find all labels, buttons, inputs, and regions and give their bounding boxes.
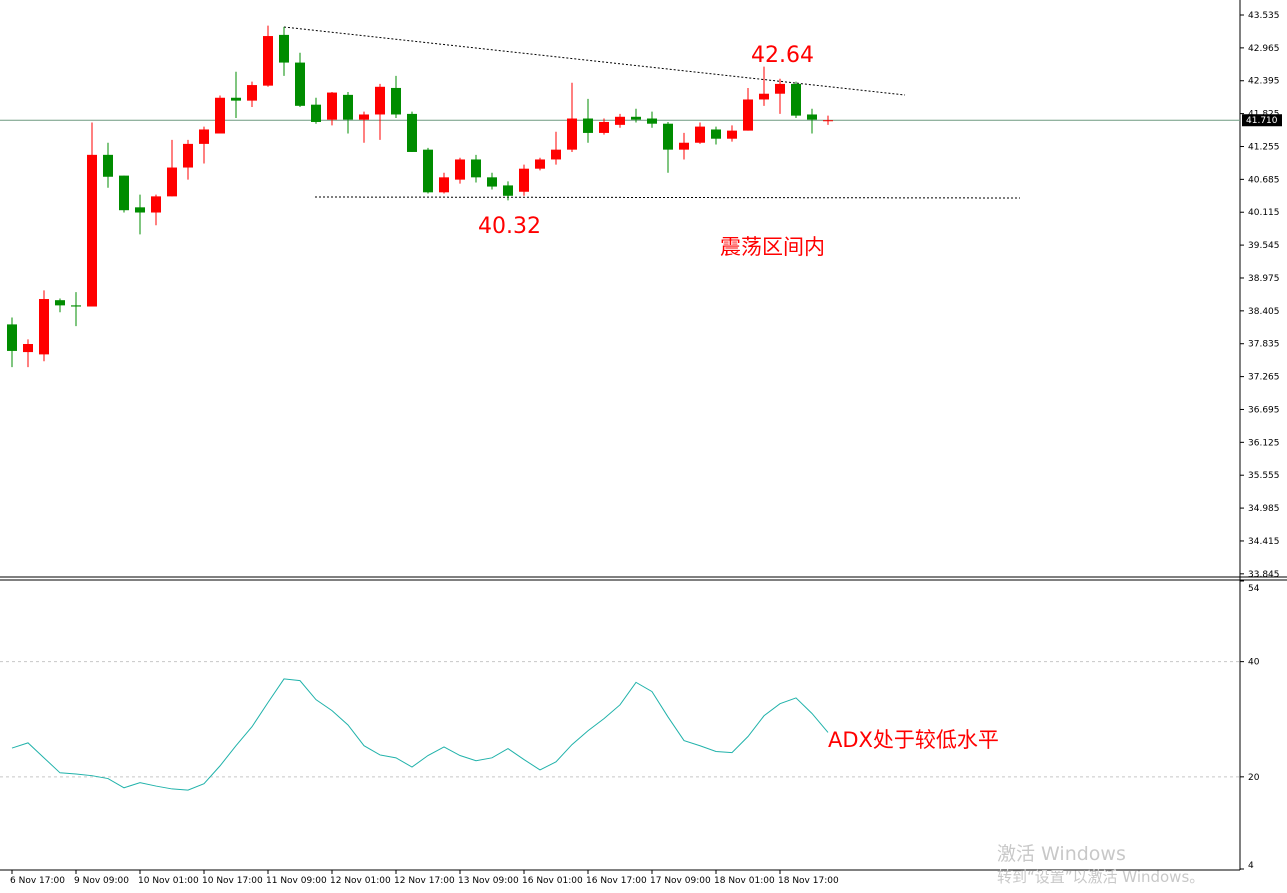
y-tick-label: 34.985 <box>1248 504 1280 514</box>
candle-body <box>23 344 33 353</box>
y-tick-label: 40.685 <box>1248 175 1280 185</box>
y-tick-label: 42.965 <box>1248 44 1280 54</box>
y-tick-label: 42.395 <box>1248 77 1280 87</box>
candle-body <box>135 207 145 213</box>
candle-body <box>263 36 273 86</box>
candle-body <box>71 305 81 307</box>
candle-body <box>471 159 481 178</box>
candle-body <box>663 123 673 150</box>
trend-line <box>283 26 906 96</box>
y-tick-label: 35.555 <box>1248 471 1280 481</box>
y-tick-label: 38.405 <box>1248 307 1280 317</box>
y-tick-label: 36.125 <box>1248 438 1280 448</box>
y-tick-label: 4 <box>1248 861 1254 871</box>
y-tick-label: 36.695 <box>1248 405 1280 415</box>
x-tick-label: 9 Nov 09:00 <box>74 876 129 886</box>
y-tick-label: 40.115 <box>1248 208 1280 218</box>
candle-body <box>7 324 17 351</box>
x-tick-label: 12 Nov 17:00 <box>394 876 455 886</box>
y-tick-label: 41.255 <box>1248 142 1280 152</box>
candle-body <box>775 83 785 94</box>
candle-body <box>423 149 433 193</box>
candle-body <box>391 87 401 115</box>
candle-body <box>455 159 465 180</box>
candle-body <box>647 118 657 124</box>
y-tick-label: 43.535 <box>1248 11 1280 21</box>
candle-body <box>535 159 545 169</box>
adx-annotation: ADX处于较低水平 <box>828 728 999 752</box>
y-tick-label: 37.835 <box>1248 340 1280 350</box>
candle-body <box>487 177 497 187</box>
candle-body <box>343 94 353 120</box>
x-tick-label: 16 Nov 01:00 <box>522 876 583 886</box>
candle-body <box>199 129 209 144</box>
adx-line <box>11 678 829 791</box>
candle-body <box>567 118 577 150</box>
candle-body <box>439 177 449 193</box>
candle-body <box>711 129 721 139</box>
candle-body <box>807 114 817 120</box>
y-tick-label: 34.415 <box>1248 537 1280 547</box>
candle-body <box>87 154 97 307</box>
candle-body <box>327 92 337 120</box>
candle-body <box>551 149 561 160</box>
watermark: 转到“设置”以激活 Windows。 <box>997 868 1204 886</box>
candle-body <box>583 118 593 133</box>
x-tick-label: 11 Nov 09:00 <box>266 876 327 886</box>
x-tick-label: 18 Nov 17:00 <box>778 876 839 886</box>
candle-body <box>375 86 385 115</box>
x-tick-label: 12 Nov 01:00 <box>330 876 391 886</box>
y-tick-label: 37.265 <box>1248 373 1280 383</box>
candle-body <box>119 175 129 211</box>
candle-body <box>151 196 161 213</box>
candle-body <box>727 130 737 139</box>
candle-body <box>359 114 369 120</box>
candle-body <box>679 142 689 150</box>
x-tick-label: 10 Nov 17:00 <box>202 876 263 886</box>
x-tick-label: 6 Nov 17:00 <box>10 876 65 886</box>
last-price-label: 41.710 <box>1246 116 1278 126</box>
y-tick-label: 40 <box>1248 658 1260 668</box>
candle-body <box>823 120 833 122</box>
support-line <box>314 196 1021 199</box>
candle-body <box>39 299 49 355</box>
candle-body <box>631 116 641 120</box>
candle-body <box>615 116 625 125</box>
candle-body <box>295 62 305 106</box>
candle-body <box>55 300 65 306</box>
candle-body <box>759 93 769 100</box>
candle-body <box>183 143 193 168</box>
candle-body <box>103 154 113 177</box>
candle-body <box>167 167 177 197</box>
candle-body <box>503 185 513 196</box>
last-price-box <box>1242 114 1282 127</box>
candle-body <box>695 126 705 143</box>
candle-body <box>247 85 257 101</box>
y-tick-label: 38.975 <box>1248 274 1280 284</box>
x-tick-label: 10 Nov 01:00 <box>138 876 199 886</box>
candle-body <box>279 34 289 63</box>
low-annotation: 40.32 <box>478 214 541 239</box>
x-tick-label: 13 Nov 09:00 <box>458 876 519 886</box>
y-tick-label: 39.545 <box>1248 241 1280 251</box>
y-tick-label: 54 <box>1248 584 1260 594</box>
candle-body <box>311 104 321 122</box>
x-tick-label: 18 Nov 01:00 <box>714 876 775 886</box>
candle-body <box>231 97 241 101</box>
x-tick-label: 16 Nov 17:00 <box>586 876 647 886</box>
candle-body <box>215 97 225 134</box>
candle-body <box>743 99 753 131</box>
range-annotation: 震荡区间内 <box>720 235 825 259</box>
candle-body <box>599 121 609 133</box>
candle-body <box>519 168 529 192</box>
candle-body <box>791 83 801 116</box>
y-tick-label: 20 <box>1248 773 1260 783</box>
candle-body <box>407 113 417 152</box>
y-tick-label: 33.845 <box>1248 570 1280 580</box>
high-annotation: 42.64 <box>751 43 814 68</box>
watermark: 激活 Windows <box>997 843 1126 865</box>
x-tick-label: 17 Nov 09:00 <box>650 876 711 886</box>
